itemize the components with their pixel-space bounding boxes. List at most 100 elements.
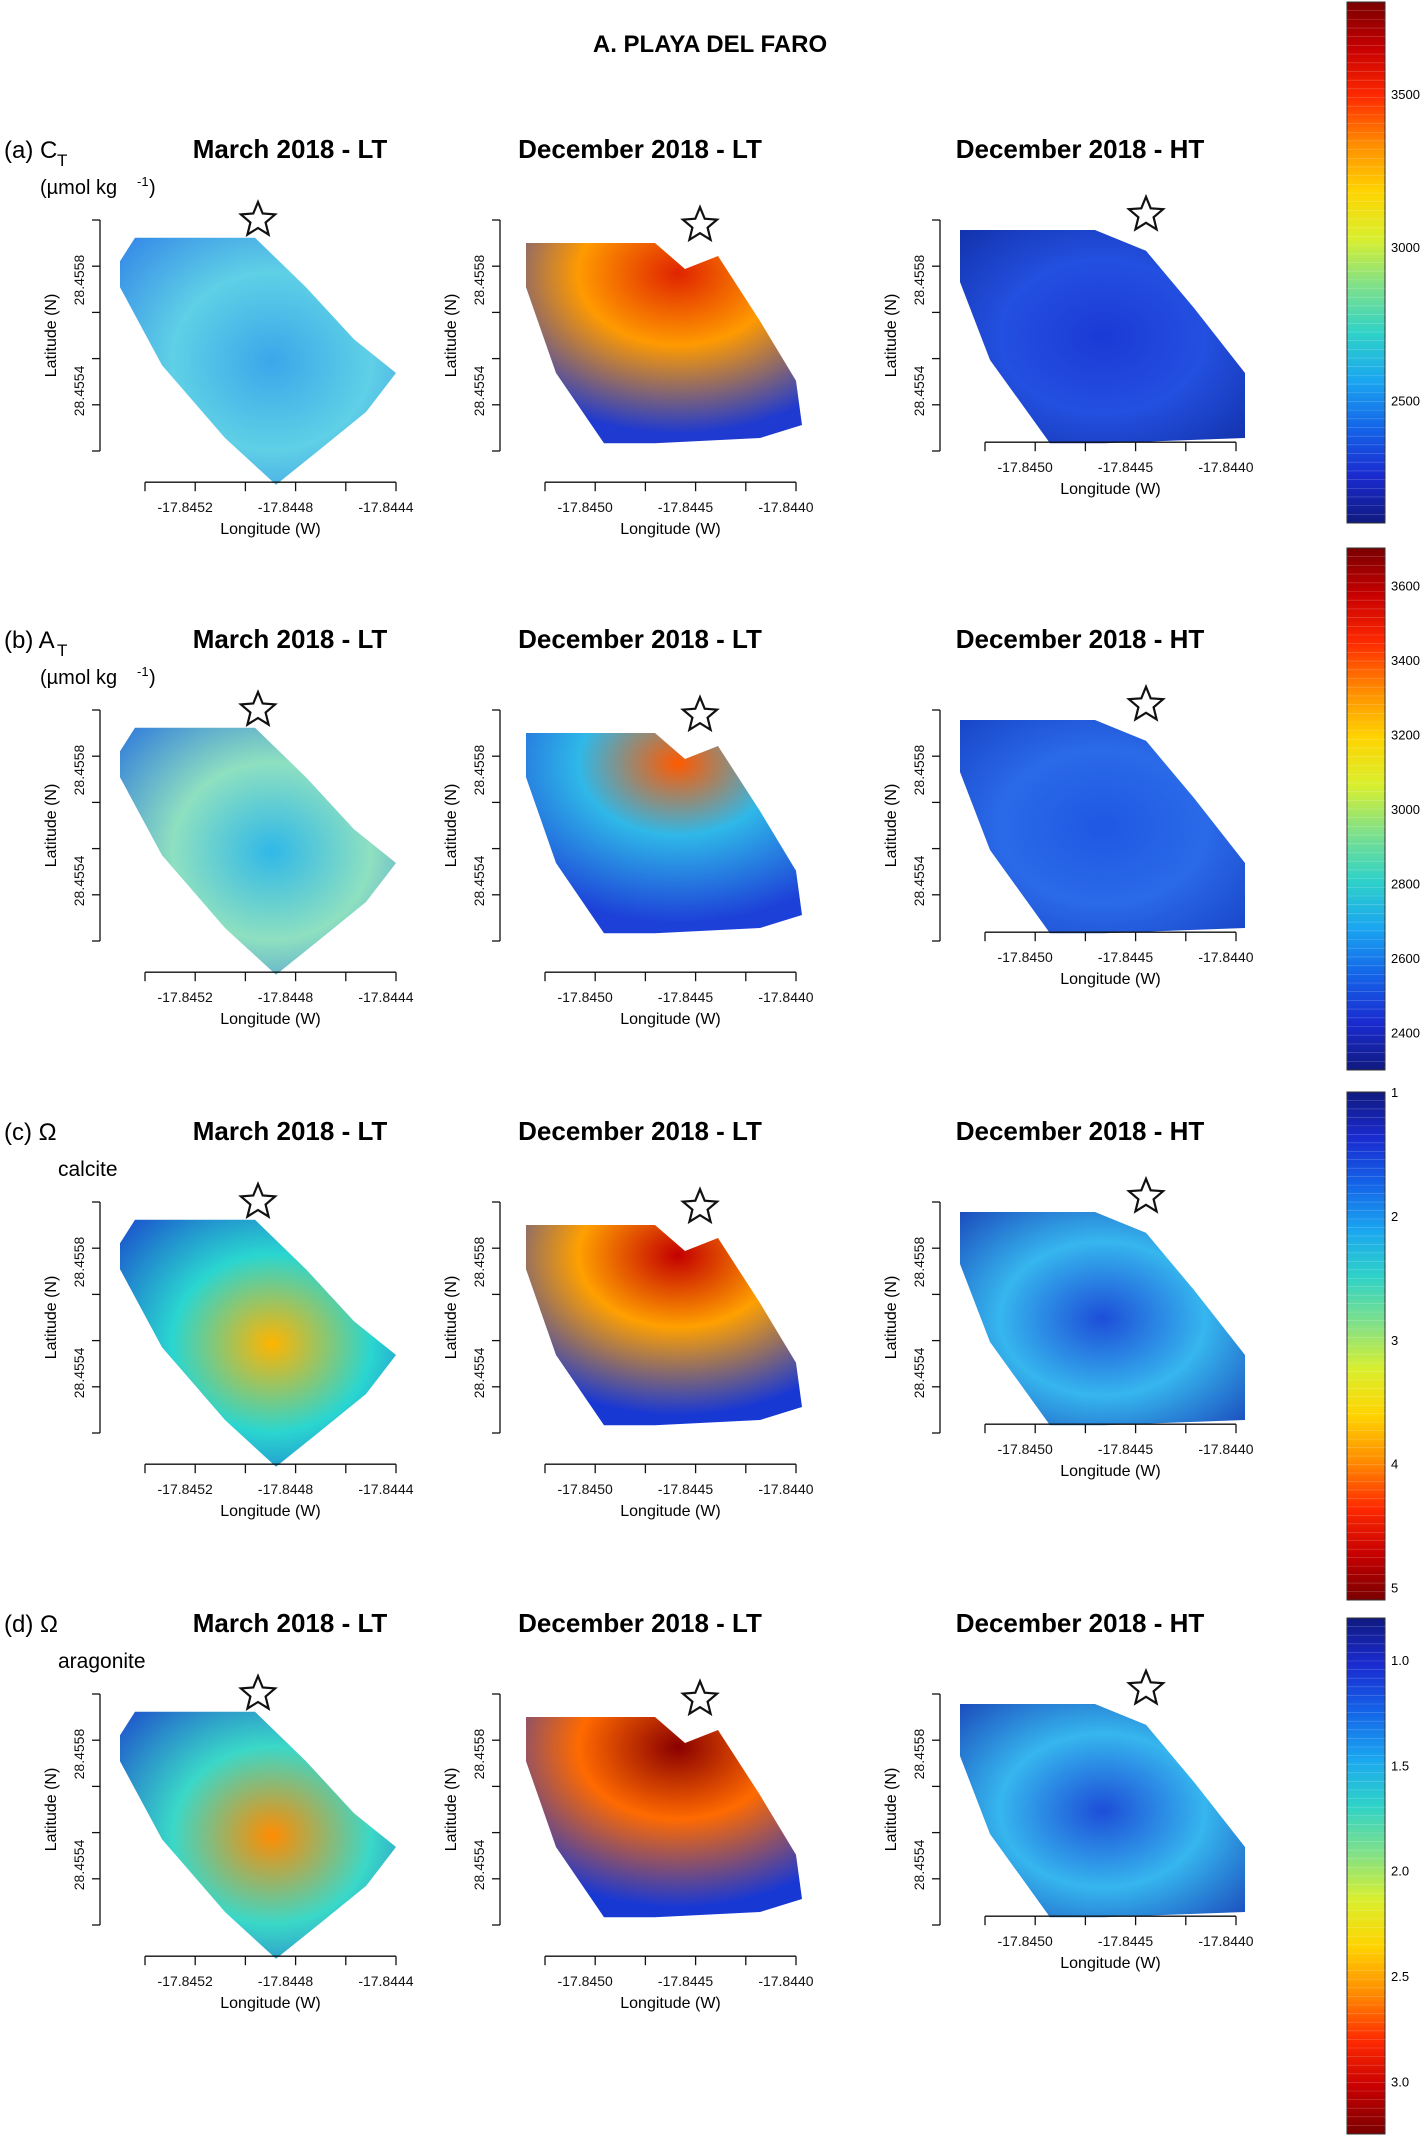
panel-title: December 2018 - LT: [518, 134, 762, 164]
sampling-star-icon: [680, 204, 720, 243]
y-axis-label: Latitude (N): [43, 784, 60, 868]
x-axis-label: Longitude (W): [620, 1503, 721, 1520]
y-tick-label: 28.4558: [471, 745, 487, 796]
contour-field: [120, 1711, 396, 1959]
row-label-subscript: T: [57, 641, 67, 660]
colorbar-scale: [1346, 1, 1386, 524]
panel-title: December 2018 - HT: [956, 1116, 1205, 1146]
y-axis-label: Latitude (N): [443, 1768, 460, 1852]
y-axis-label: Latitude (N): [883, 294, 900, 378]
row-label-unit-end: ): [149, 667, 156, 689]
x-tick-label: -17.8445: [1098, 1441, 1153, 1457]
colorbar-tick-label: 3000: [1391, 802, 1420, 817]
x-tick-label: -17.8445: [658, 1973, 713, 1989]
colorbar-scale: [1346, 1617, 1386, 2135]
y-tick-label: 28.4558: [471, 255, 487, 306]
panel-title: March 2018 - LT: [193, 134, 388, 164]
colorbar-scale: [1346, 547, 1386, 1071]
x-tick-label: -17.8440: [1198, 949, 1253, 965]
y-tick-label: 28.4554: [911, 855, 927, 906]
y-tick-label: 28.4554: [71, 365, 87, 416]
colorbar-c: 1 2 3 4 5: [1346, 1085, 1398, 1601]
x-axis-label: Longitude (W): [220, 1995, 321, 2012]
sampling-star-icon: [680, 694, 720, 733]
x-tick-label: -17.8452: [158, 1973, 213, 1989]
sampling-star-icon: [1126, 1667, 1166, 1706]
colorbar-tick-label: 2400: [1391, 1026, 1420, 1041]
x-tick-label: -17.8445: [1098, 949, 1153, 965]
y-tick-label: 28.4554: [71, 1839, 87, 1890]
y-tick-label: 28.4554: [911, 365, 927, 416]
contour-field: [960, 1212, 1245, 1426]
panel-title: March 2018 - LT: [193, 1608, 388, 1638]
x-tick-label: -17.8448: [258, 1973, 313, 1989]
contour-field: [526, 243, 802, 444]
sampling-star-icon: [238, 1673, 278, 1711]
x-tick-label: -17.8440: [1198, 1933, 1253, 1949]
y-tick-label: 28.4558: [911, 255, 927, 306]
colorbar-tick-label: 2.5: [1391, 1969, 1409, 1984]
colorbar-tick-label: 3000: [1391, 240, 1420, 255]
map-panel-d-2: December 2018 - LT 28.4558 28.4554 Latitude…: [443, 1608, 814, 2012]
panel-title: March 2018 - LT: [193, 624, 388, 654]
map-panel-b-1: March 2018 - LT 28.4558 28.4554 Latitude (N…: [43, 624, 414, 1028]
x-tick-label: -17.8450: [998, 459, 1053, 475]
x-axis-label: Longitude (W): [1060, 1463, 1161, 1480]
x-tick-label: -17.8450: [998, 1441, 1053, 1457]
panel-title: December 2018 - HT: [956, 624, 1205, 654]
x-tick-label: -17.8448: [258, 499, 313, 515]
x-tick-label: -17.8445: [658, 1481, 713, 1497]
contour-field: [960, 720, 1245, 934]
sampling-star-icon: [680, 1678, 720, 1717]
y-tick-label: 28.4554: [471, 855, 487, 906]
y-axis-label: Latitude (N): [443, 784, 460, 868]
x-tick-label: -17.8450: [558, 989, 613, 1005]
contour-field: [960, 1704, 1245, 1918]
row-label-text: (c) Ω: [4, 1119, 57, 1146]
x-tick-label: -17.8448: [258, 989, 313, 1005]
y-axis-label: Latitude (N): [43, 294, 60, 378]
x-tick-label: -17.8445: [658, 989, 713, 1005]
x-axis-label: Longitude (W): [220, 1011, 321, 1028]
row-label-a: (a) C T (µmol kg -1): [4, 137, 156, 199]
sampling-star-icon: [1126, 193, 1166, 232]
x-tick-label: -17.8440: [758, 989, 813, 1005]
colorbar-tick-label: 1: [1391, 1085, 1398, 1100]
map-panel-d-3: December 2018 - HT 28.4558 28.4554 Latitude…: [883, 1608, 1254, 1972]
colorbar-tick-label: 4: [1391, 1457, 1398, 1472]
y-tick-label: 28.4558: [471, 1729, 487, 1780]
x-axis-label: Longitude (W): [620, 1995, 721, 2012]
x-axis-label: Longitude (W): [620, 521, 721, 538]
x-tick-label: -17.8450: [998, 1933, 1053, 1949]
y-tick-label: 28.4554: [911, 1347, 927, 1398]
row-label-unit: (µmol kg: [40, 667, 117, 689]
x-tick-label: -17.8444: [358, 989, 413, 1005]
colorbar-tick-label: 3200: [1391, 727, 1420, 742]
x-axis-label: Longitude (W): [1060, 971, 1161, 988]
x-axis-label: Longitude (W): [220, 1503, 321, 1520]
row-label-b: (b) A T (µmol kg -1): [4, 627, 156, 689]
map-panel-d-1: March 2018 - LT 28.4558 28.4554 Latitude (N…: [43, 1608, 414, 2012]
y-tick-label: 28.4554: [911, 1839, 927, 1890]
contour-field: [120, 237, 396, 485]
sampling-star-icon: [680, 1186, 720, 1225]
y-tick-label: 28.4554: [471, 1839, 487, 1890]
colorbar-d: 1.0 1.5 2.0 2.5 3.0: [1346, 1617, 1409, 2135]
row-label-unit: (µmol kg: [40, 177, 117, 199]
panel-title: December 2018 - LT: [518, 624, 762, 654]
colorbar-tick-label: 1.0: [1391, 1653, 1409, 1668]
row-label-subscript: T: [57, 151, 67, 170]
panel-title: December 2018 - HT: [956, 134, 1205, 164]
x-tick-label: -17.8448: [258, 1481, 313, 1497]
colorbar-tick-label: 3.0: [1391, 2074, 1409, 2089]
contour-field: [120, 1219, 396, 1467]
x-tick-label: -17.8440: [758, 1481, 813, 1497]
row-label-subscript: aragonite: [58, 1650, 146, 1673]
y-axis-label: Latitude (N): [883, 1276, 900, 1360]
panel-title: December 2018 - HT: [956, 1608, 1205, 1638]
y-tick-label: 28.4558: [911, 1237, 927, 1288]
row-label-subscript: calcite: [58, 1158, 118, 1181]
